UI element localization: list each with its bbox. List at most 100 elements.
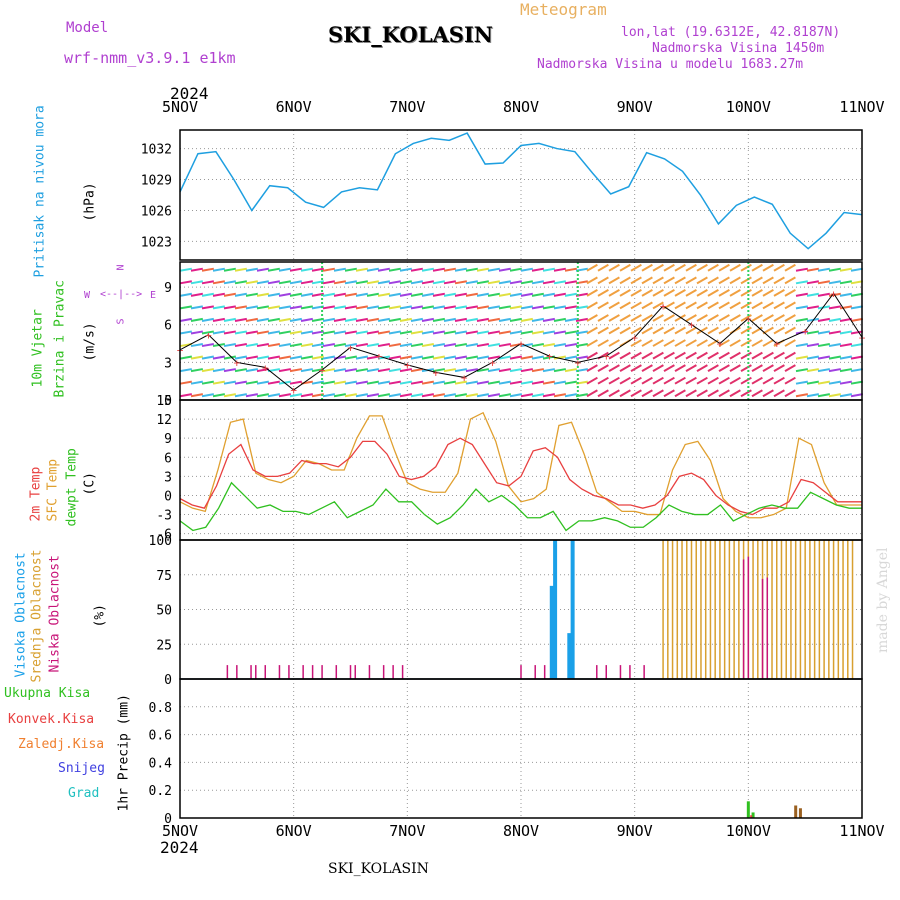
wind-barb-10-16 [355, 267, 368, 272]
wind-barb-7-39 [608, 301, 620, 310]
wind-barb-2-59 [828, 368, 841, 373]
wind-barb-2-57 [806, 368, 819, 373]
wind-barb-9-33 [542, 280, 555, 285]
wind-barb-8-30 [509, 292, 522, 297]
ytick-temp-0: 15 [156, 394, 172, 409]
ytick-precip-3: 0.6 [149, 729, 172, 744]
wind-barb-5-60 [839, 330, 852, 335]
wind-barb-3-23 [432, 355, 445, 360]
wind-barb-1-14 [333, 380, 346, 385]
wind-barb-6-47 [696, 314, 708, 322]
wind-barb-4-16 [355, 342, 368, 348]
wind-barb-6-31 [520, 317, 533, 322]
precip-legend-snow: Snijeg [58, 761, 105, 776]
wind-barb-0-53 [762, 389, 774, 398]
wind-barb-9-0 [179, 280, 192, 285]
wind-barb-5-57 [806, 330, 819, 335]
wind-barb-4-15 [344, 342, 357, 348]
wind-barb-9-59 [828, 280, 841, 285]
wind-barb-6-13 [322, 317, 335, 322]
wind-barb-10-25 [454, 267, 467, 272]
wind-barb-10-30 [509, 267, 522, 272]
wind-barb-6-55 [784, 314, 796, 322]
wind-barb-3-47 [696, 351, 708, 360]
wind-barb-9-17 [366, 280, 379, 285]
wind-barb-5-21 [410, 330, 423, 335]
wind-barb-4-24 [443, 342, 456, 348]
wind-barb-1-38 [597, 376, 609, 385]
wind-barb-10-38 [597, 263, 609, 272]
wind-barb-0-5 [234, 393, 247, 398]
wind-barb-1-3 [212, 380, 225, 385]
wind-barb-6-61 [850, 317, 863, 322]
wind-barb-1-27 [476, 380, 489, 385]
wind-barb-7-46 [685, 301, 697, 310]
wind-barb-2-12 [311, 368, 324, 373]
precip-total-bar-1 [751, 812, 755, 818]
wind-barb-2-56 [795, 368, 808, 373]
wind-barb-1-44 [663, 376, 675, 385]
wind-barb-3-34 [553, 355, 566, 360]
wind-barb-7-7 [256, 305, 269, 310]
wind-barb-3-48 [707, 351, 719, 360]
wind-barb-3-45 [674, 351, 686, 360]
wind-barb-1-50 [729, 376, 741, 385]
wind-barb-2-48 [707, 364, 719, 373]
time-tick-top-3: 8NOV [503, 98, 539, 116]
wind-barb-10-12 [311, 267, 324, 272]
precip-total-bar-0 [746, 801, 750, 818]
time-tick-top-4: 9NOV [617, 98, 653, 116]
wind-barb-4-10 [289, 342, 302, 348]
wind-barb-6-44 [663, 314, 675, 322]
wind-barb-5-16 [355, 330, 368, 335]
wind-barb-9-29 [498, 280, 511, 285]
wind-barb-0-33 [542, 393, 555, 398]
wind-barb-6-38 [597, 314, 609, 322]
wind-barb-6-1 [190, 317, 203, 322]
wind-gust-marker-20: + [745, 312, 752, 325]
wind-gust-marker-17: + [660, 300, 667, 313]
wind-barb-8-13 [322, 292, 335, 297]
wind-gust-marker-14: + [575, 356, 582, 369]
wind-barb-3-4 [223, 355, 236, 360]
wind-barb-1-41 [630, 376, 642, 385]
wind-barb-9-19 [388, 280, 401, 285]
wind-barb-2-39 [608, 364, 620, 373]
wind-barb-10-50 [729, 263, 741, 272]
wind-barb-0-56 [795, 393, 808, 398]
wind-barb-6-37 [586, 314, 598, 322]
wind-barb-1-25 [454, 380, 467, 385]
wind-barb-7-43 [652, 301, 664, 310]
wind-barb-8-61 [850, 292, 863, 297]
wind-barb-1-18 [377, 380, 390, 385]
wind-barb-0-49 [718, 389, 730, 398]
wind-barb-5-3 [212, 330, 225, 335]
wind-barb-4-17 [366, 342, 379, 348]
wind-barb-0-28 [487, 393, 500, 398]
ytick-pressure-3: 1032 [141, 143, 172, 158]
wind-barb-4-49 [718, 339, 730, 347]
ytick-wind-1: 3 [164, 356, 172, 371]
wind-barb-1-7 [256, 380, 269, 385]
elevation-label: Nadmorska Visina 1450m [652, 41, 825, 56]
wind-barb-4-60 [839, 342, 852, 348]
wind-barb-7-13 [322, 305, 335, 310]
wind-barb-6-33 [542, 317, 555, 322]
wind-barb-7-23 [432, 305, 445, 310]
wind-barb-1-20 [399, 380, 412, 385]
wind-barb-1-57 [806, 380, 819, 385]
wind-barb-10-21 [410, 267, 423, 272]
wind-barb-10-47 [696, 263, 708, 272]
wind-barb-8-38 [597, 289, 609, 297]
wind-barb-6-15 [344, 317, 357, 322]
wind-barb-3-41 [630, 351, 642, 360]
wind-barb-0-16 [355, 393, 368, 398]
wind-barb-9-31 [520, 280, 533, 285]
wind-barb-5-45 [674, 326, 686, 335]
wind-barb-3-15 [344, 355, 357, 360]
ytick-temp-7: -6 [156, 528, 172, 543]
wind-barb-3-57 [806, 355, 819, 360]
wind-barb-3-8 [267, 355, 280, 360]
wind-barb-0-9 [278, 393, 291, 398]
wind-barb-9-32 [531, 280, 544, 285]
